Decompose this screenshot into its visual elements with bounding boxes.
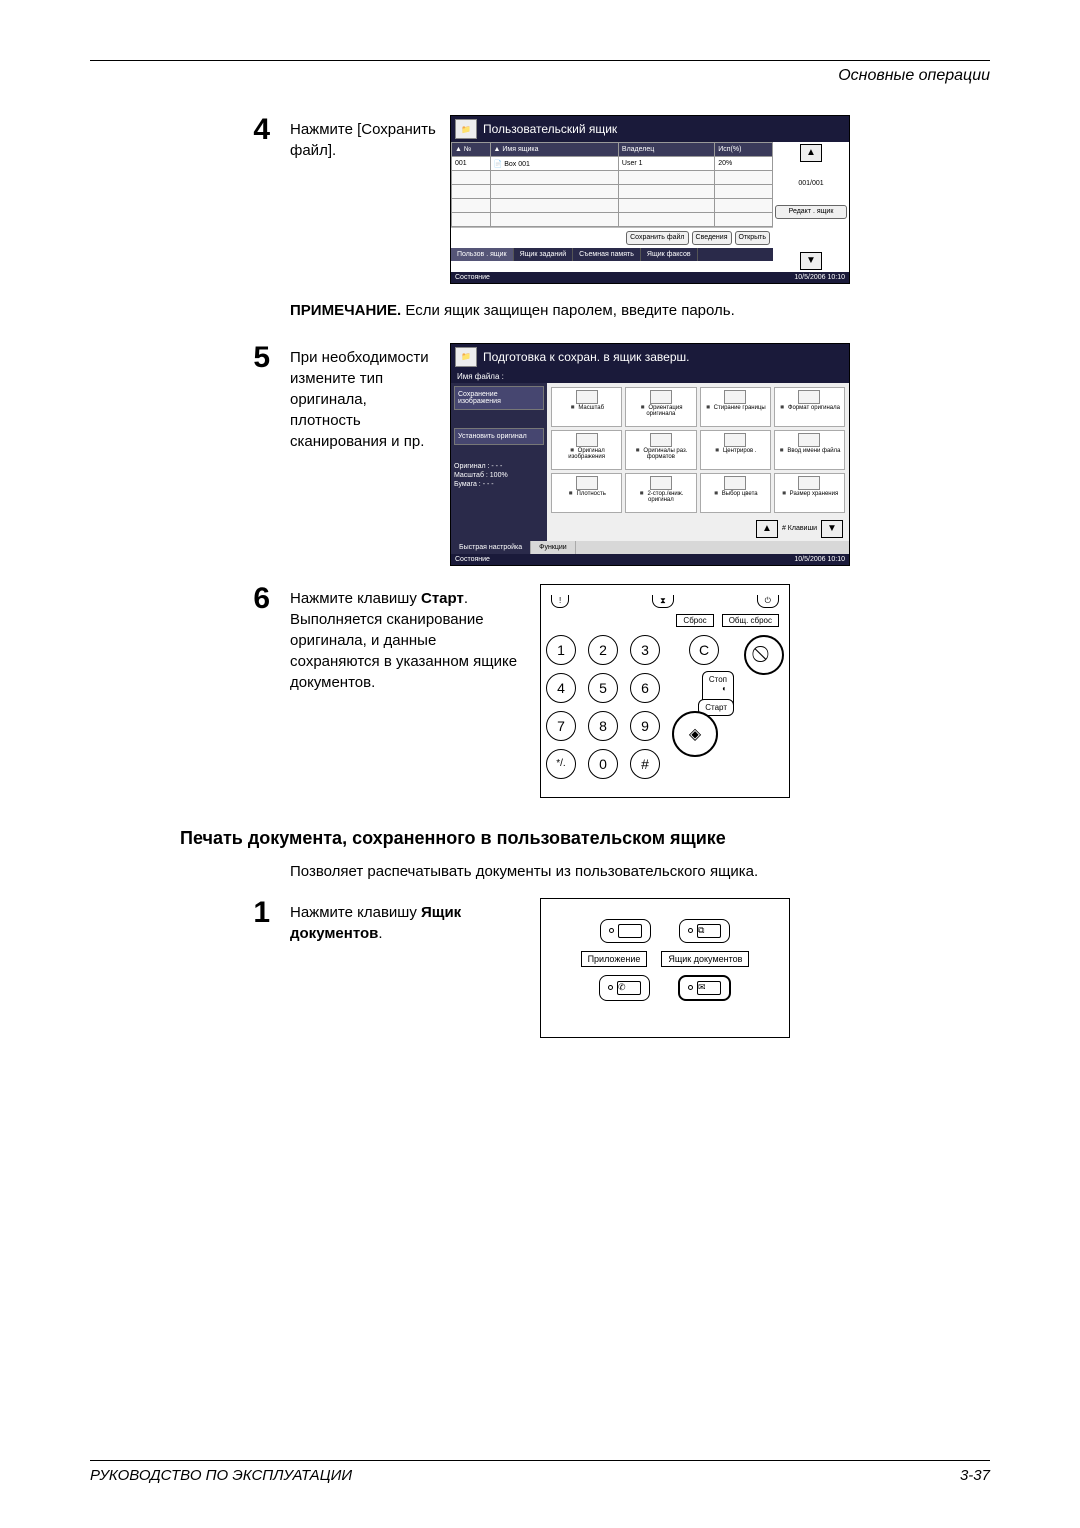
cell-density[interactable]: ◾ Плотность [551,473,622,513]
cell-color[interactable]: ◾ Выбор цвета [700,473,771,513]
open-button[interactable]: Открыть [735,231,771,245]
key-5[interactable]: 5 [588,673,618,703]
key-9[interactable]: 9 [630,711,660,741]
screenshot-user-box: 📁 Пользовательский ящик ▲ № ▲ Имя ящика … [450,115,850,284]
step-number: 1 [90,898,290,928]
cell-duplex[interactable]: ◾ 2-стор./книж. оригинал [625,473,696,513]
chapter-title: Основные операции [90,67,990,85]
keys-label: # Клавиши [782,525,817,532]
left-btn-save-image[interactable]: Сохранение изображения [454,386,544,410]
scroll-up-icon[interactable]: ▲ [800,144,822,162]
page-number: 3-37 [960,1467,990,1484]
step-text: Нажмите клавишу Ящик документов. [290,898,540,944]
keypad-diagram: ! ⧗ ⏻ Сброс Общ. сброс 1 2 3 4 5 6 7 8 9… [540,584,790,798]
reset-button[interactable]: Сброс [676,614,713,627]
box-table: ▲ № ▲ Имя ящика Владелец Исп(%) 001 📄 Bo… [451,142,773,227]
cell-border-erase[interactable]: ◾ Стирание границы [700,387,771,427]
edit-box-button[interactable]: Редакт . ящик [775,205,847,219]
info-original: Оригинал : - - - [454,463,544,470]
info-paper: Бумага : - - - [454,481,544,488]
step-number: 4 [90,115,290,145]
key-0[interactable]: 0 [588,749,618,779]
save-file-button[interactable]: Сохранить файл [626,231,688,245]
section-intro: Позволяет распечатывать документы из пол… [290,863,990,880]
note: ПРИМЕЧАНИЕ. Если ящик защищен паролем, в… [290,302,990,319]
step-text: При необходимости измените тип оригинала… [290,343,450,452]
step-number: 6 [90,584,290,614]
cell-zoom[interactable]: ◾ Масштаб [551,387,622,427]
numeric-keypad: 1 2 3 4 5 6 7 8 9 */. 0 # [546,635,664,779]
tab-job-box[interactable]: Ящик заданий [514,248,574,261]
key-7[interactable]: 7 [546,711,576,741]
cell-original-size[interactable]: ◾ Формат оригинала [774,387,845,427]
table-row[interactable]: 001 📄 Box 001 User 1 20% [452,157,773,171]
section-title: Печать документа, сохраненного в пользов… [180,828,990,849]
panel-diagram: ⧉ Приложение Ящик документов ✆ ✉ [540,898,790,1038]
left-btn-set-original[interactable]: Установить оригинал [454,428,544,445]
cell-centering[interactable]: ◾ Центриров . [700,430,771,470]
step-4: 4 Нажмите [Сохранить файл]. 📁 Пользовате… [90,115,990,284]
indicator-icon: ⏻ [757,595,779,608]
step-6: 6 Нажмите клавишу Старт. Выполняется ска… [90,584,990,798]
status-right: 10/5/2006 10:10 [794,556,845,563]
tab-removable[interactable]: Съемная память [573,248,641,261]
key-3[interactable]: 3 [630,635,660,665]
indicator-icon: ⧗ [652,595,674,608]
step-text: Нажмите [Сохранить файл]. [290,115,450,161]
tab-functions[interactable]: Функции [531,541,576,554]
cell-orientation[interactable]: ◾ Ориентация оригинала [625,387,696,427]
start-button[interactable]: ◈ [672,711,718,757]
box-icon: 📁 [455,347,477,367]
step-number: 5 [90,343,290,373]
panel-label-app: Приложение [581,951,648,967]
settings-grid: ◾ Масштаб ◾ Ориентация оригинала ◾ Стира… [547,383,849,517]
panel-btn-app-top[interactable] [600,919,651,943]
indicator-icon: ! [551,595,569,608]
pager-text: 001/001 [775,180,847,187]
tab-user-box[interactable]: Пользов . ящик [451,248,514,261]
panel-btn-docbox-bottom[interactable]: ✉ [678,975,731,1001]
scan-title: Подготовка к сохран. в ящик заверш. [483,350,689,364]
key-hash[interactable]: # [630,749,660,779]
step-1b: 1 Нажмите клавишу Ящик документов. ⧉ При… [90,898,990,1038]
status-right: 10/5/2006 10:10 [794,274,845,281]
key-clear[interactable]: C [689,635,719,665]
details-button[interactable]: Сведения [692,231,732,245]
panel-label-docbox: Ящик документов [661,951,749,967]
cell-mixed-size[interactable]: ◾ Оригиналы раз. форматов [625,430,696,470]
key-1[interactable]: 1 [546,635,576,665]
step-5: 5 При необходимости измените тип оригина… [90,343,990,566]
page-footer: РУКОВОДСТВО ПО ЭКСПЛУАТАЦИИ 3-37 [90,1460,990,1484]
tab-quick-setup[interactable]: Быстрая настройка [451,541,531,554]
key-8[interactable]: 8 [588,711,618,741]
footer-title: РУКОВОДСТВО ПО ЭКСПЛУАТАЦИИ [90,1467,352,1484]
full-reset-button[interactable]: Общ. сброс [722,614,779,627]
info-zoom: Масштаб : 100% [454,472,544,479]
key-4[interactable]: 4 [546,673,576,703]
panel-btn-app-bottom[interactable]: ✆ [599,975,650,1001]
key-star[interactable]: */. [546,749,576,779]
step-text: Нажмите клавишу Старт. Выполняется скани… [290,584,540,693]
cell-store-size[interactable]: ◾ Размер хранения [774,473,845,513]
tab-fax-box[interactable]: Ящик факсов [641,248,698,261]
key-2[interactable]: 2 [588,635,618,665]
status-left: Состояние [455,556,490,563]
box-icon: 📁 [455,119,477,139]
cell-original-image[interactable]: ◾ Оригинал изображения [551,430,622,470]
cell-filename[interactable]: ◾ Ввод имени файла [774,430,845,470]
scroll-down-icon[interactable]: ▼ [821,520,843,538]
status-left: Состояние [455,274,490,281]
box-title: Пользовательский ящик [483,122,617,136]
filename-label: Имя файла : [451,370,849,383]
slash-button[interactable]: ⃠ [744,635,784,675]
scroll-down-icon[interactable]: ▼ [800,252,822,270]
panel-btn-docbox-top[interactable]: ⧉ [679,919,730,943]
scroll-up-icon[interactable]: ▲ [756,520,778,538]
key-6[interactable]: 6 [630,673,660,703]
screenshot-scan-settings: 📁 Подготовка к сохран. в ящик заверш. Им… [450,343,850,566]
